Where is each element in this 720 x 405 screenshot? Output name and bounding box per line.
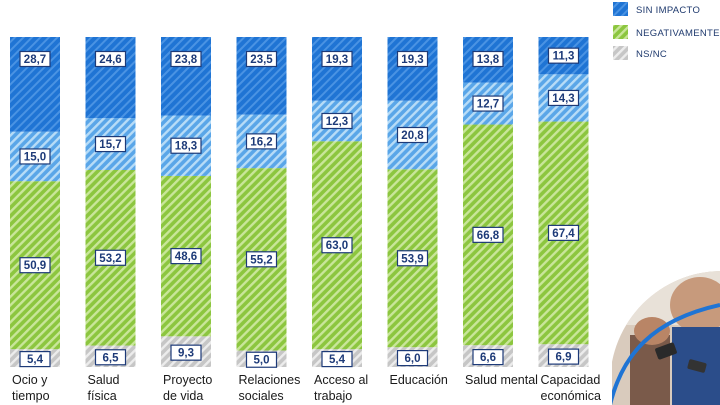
value-label: 5,0 xyxy=(254,355,270,367)
value-label: 48,6 xyxy=(175,251,197,263)
bar-segment-sin-impacto-2 xyxy=(85,37,136,119)
value-label-box xyxy=(321,237,353,254)
value-label: 53,9 xyxy=(401,253,423,265)
category-label: Relaciones xyxy=(239,373,301,387)
value-label: 19,3 xyxy=(326,54,348,66)
value-label: 20,8 xyxy=(401,130,424,142)
value-label: 14,3 xyxy=(552,93,574,105)
category-label: física xyxy=(88,389,117,403)
legend-swatch xyxy=(613,2,628,16)
value-label-box xyxy=(547,348,580,365)
value-label: 15,0 xyxy=(24,151,46,163)
value-label-box xyxy=(472,50,504,68)
value-label: 11,3 xyxy=(553,51,575,63)
value-label: 55,2 xyxy=(250,254,272,266)
bar-segment-sin-impacto-4 xyxy=(236,37,287,115)
bar-segment-sin-impacto-6 xyxy=(387,37,438,101)
value-label-box xyxy=(170,344,202,361)
bars-group: 5,4 50,9 15,0 28,7 6,5 53,2 15,7 24,6 9,3 48,6 18,… xyxy=(10,37,589,368)
value-label-box xyxy=(321,350,353,368)
value-label-box xyxy=(396,250,429,267)
category-label: Acceso al xyxy=(314,373,368,387)
value-label-box xyxy=(547,47,580,64)
legend-label: SIN IMPACTO xyxy=(636,5,700,16)
value-label-box xyxy=(19,350,51,368)
category-label: Capacidad xyxy=(541,373,601,387)
value-label-box xyxy=(19,50,51,68)
value-label: 16,2 xyxy=(250,136,272,148)
value-label: 23,5 xyxy=(250,54,273,66)
category-labels-group: Ocio y tiempo Salud física Proyecto de vida Re… xyxy=(12,373,601,403)
value-label: 67,4 xyxy=(552,228,575,240)
value-label: 9,3 xyxy=(178,348,194,360)
value-label: 66,8 xyxy=(477,230,500,242)
value-label: 18,3 xyxy=(175,141,197,153)
value-label: 63,0 xyxy=(326,240,348,252)
value-label: 53,2 xyxy=(99,253,121,265)
value-label: 6,0 xyxy=(405,353,421,365)
value-label-box xyxy=(245,251,278,268)
legend-label: NEGATIVAMENTE xyxy=(636,28,720,39)
value-label: 6,9 xyxy=(556,352,572,364)
value-label: 13,8 xyxy=(477,54,500,66)
category-label: Proyecto xyxy=(163,373,212,387)
value-label: 50,9 xyxy=(24,260,46,272)
value-label-box xyxy=(472,226,504,243)
value-label-box xyxy=(170,50,202,68)
value-label-box xyxy=(94,135,127,153)
value-label-box xyxy=(472,95,504,112)
category-label: Educación xyxy=(390,373,448,387)
legend-label: NS/NC xyxy=(636,49,667,60)
value-label-box xyxy=(94,249,127,266)
category-label: Salud mental xyxy=(465,373,538,387)
value-label-box xyxy=(547,89,580,107)
value-label-box xyxy=(245,133,278,150)
value-label-box xyxy=(396,50,429,68)
value-label-box xyxy=(472,348,504,366)
value-label-box xyxy=(396,126,429,144)
category-label: Salud xyxy=(88,373,120,387)
category-label: económica xyxy=(541,389,601,403)
value-label-box xyxy=(245,50,278,68)
category-label: sociales xyxy=(239,389,284,403)
value-label-box xyxy=(94,349,127,366)
legend-swatch xyxy=(613,46,628,60)
value-label-box xyxy=(19,257,51,274)
value-label: 24,6 xyxy=(99,54,121,66)
category-label: tiempo xyxy=(12,389,50,403)
value-label: 5,4 xyxy=(329,354,346,366)
value-label-box xyxy=(170,248,202,265)
value-label: 6,5 xyxy=(103,352,120,364)
value-label-box xyxy=(170,137,202,154)
category-label: de vida xyxy=(163,389,203,403)
value-label: 15,7 xyxy=(99,139,121,151)
value-label: 5,4 xyxy=(27,354,44,366)
value-label-box xyxy=(321,50,353,68)
legend-swatch xyxy=(613,25,628,39)
value-label: 12,3 xyxy=(326,116,348,128)
value-label-box xyxy=(94,50,127,68)
value-label-box xyxy=(321,112,353,130)
value-label: 6,6 xyxy=(480,352,496,364)
value-label: 19,3 xyxy=(401,54,423,66)
bar-segment-sin-impacto-5 xyxy=(312,37,362,101)
value-label-box xyxy=(19,148,51,165)
value-label-box xyxy=(245,351,278,368)
value-label-box xyxy=(396,350,429,367)
value-label: 12,7 xyxy=(477,99,499,111)
value-label-box xyxy=(547,224,580,241)
bar-segment-sin-impacto-3 xyxy=(161,37,211,116)
decorative-photo xyxy=(612,265,720,405)
value-label: 28,7 xyxy=(24,54,46,66)
legend: SIN IMPACTO NEGATIVAMENTE NS/NC xyxy=(613,2,720,60)
category-label: Ocio y xyxy=(12,373,48,387)
category-label: trabajo xyxy=(314,389,352,403)
value-label: 23,8 xyxy=(175,54,198,66)
